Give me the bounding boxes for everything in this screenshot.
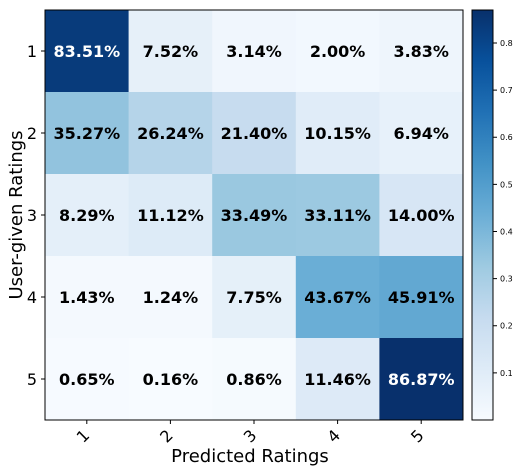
cell-value-label: 2.00% xyxy=(310,42,366,61)
heatmap-cell xyxy=(212,10,297,93)
heatmap-cell xyxy=(128,10,213,93)
cell-value-label: 10.15% xyxy=(304,124,371,143)
cell-value-label: 0.86% xyxy=(226,370,282,389)
cell-value-label: 3.83% xyxy=(393,42,449,61)
heatmap-cell xyxy=(212,174,297,257)
cell-value-label: 33.49% xyxy=(221,206,288,225)
y-tick-label: 1 xyxy=(27,42,37,61)
heatmap-cell xyxy=(45,338,130,421)
heatmap-cell xyxy=(45,92,130,175)
y-tick-label: 3 xyxy=(27,206,37,225)
cell-value-label: 1.24% xyxy=(143,288,199,307)
heatmap-cell xyxy=(379,92,464,175)
x-tick-label: 3 xyxy=(240,426,261,447)
colorbar-frame xyxy=(471,9,494,421)
heatmap-cell xyxy=(295,338,380,421)
heatmap-cell xyxy=(379,10,464,93)
cell-value-label: 26.24% xyxy=(137,124,204,143)
heatmap-cell xyxy=(295,256,380,339)
cell-value-label: 7.52% xyxy=(143,42,199,61)
heatmap-cell xyxy=(212,338,297,421)
colorbar-tick-label: 0.8 xyxy=(500,39,513,48)
x-tick-label: 5 xyxy=(407,426,428,447)
heatmap-cell xyxy=(379,338,464,421)
heatmap-cell xyxy=(295,174,380,257)
cell-value-label: 3.14% xyxy=(226,42,282,61)
cell-value-label: 83.51% xyxy=(53,42,120,61)
colorbar-tick-label: 0.6 xyxy=(500,133,513,142)
heatmap-cell xyxy=(379,256,464,339)
y-tick-label: 5 xyxy=(27,370,37,389)
heatmap-cells: 83.51% 7.52% 3.14% 2.00% 3.83% 35.27% 26.24% 21… xyxy=(45,10,464,421)
cell-value-label: 11.46% xyxy=(304,370,371,389)
cell-value-label: 33.11% xyxy=(304,206,371,225)
cell-value-label: 0.16% xyxy=(143,370,199,389)
colorbar-tick-label: 0.5 xyxy=(500,180,513,189)
x-tick-label: 1 xyxy=(73,426,94,447)
x-tick-label: 2 xyxy=(156,426,177,447)
cell-value-label: 0.65% xyxy=(59,370,115,389)
colorbar-gradient xyxy=(472,10,493,420)
colorbar-tick-label: 0.7 xyxy=(500,86,513,95)
x-tick-label: 4 xyxy=(323,426,344,447)
cell-value-label: 45.91% xyxy=(388,288,455,307)
colorbar-tick-label: 0.1 xyxy=(500,369,513,378)
heatmap-cell xyxy=(212,92,297,175)
cell-value-label: 21.40% xyxy=(221,124,288,143)
cell-value-label: 1.43% xyxy=(59,288,115,307)
y-axis-label: User-given Ratings xyxy=(6,130,27,299)
colorbar-tick-label: 0.2 xyxy=(500,322,513,331)
heatmap-cell xyxy=(128,338,213,421)
cell-value-label: 11.12% xyxy=(137,206,204,225)
heatmap-cell xyxy=(128,256,213,339)
colorbar-tick-label: 0.4 xyxy=(500,227,513,236)
colorbar-ticks: 0.1 0.2 0.3 0.4 0.5 0.6 0.7 0.8 xyxy=(493,39,513,378)
heatmap-cell xyxy=(295,10,380,93)
heatmap-cell xyxy=(128,92,213,175)
cell-value-label: 6.94% xyxy=(393,124,449,143)
cell-value-label: 14.00% xyxy=(388,206,455,225)
heatmap-cell xyxy=(45,10,130,93)
heatmap-cell xyxy=(45,256,130,339)
heatmap-cell xyxy=(45,174,130,257)
cell-value-label: 86.87% xyxy=(388,370,455,389)
y-axis: 1 2 3 4 5 xyxy=(27,42,45,389)
y-tick-label: 2 xyxy=(27,124,37,143)
heatmap-cell xyxy=(379,174,464,257)
y-tick-label: 4 xyxy=(27,288,37,307)
heatmap-cell xyxy=(212,256,297,339)
cell-value-label: 43.67% xyxy=(304,288,371,307)
cell-value-label: 8.29% xyxy=(59,206,115,225)
x-axis: 1 2 3 4 5 xyxy=(73,420,428,446)
x-axis-label: Predicted Ratings xyxy=(171,446,329,467)
heatmap-cell xyxy=(128,174,213,257)
cell-value-label: 7.75% xyxy=(226,288,282,307)
cell-value-label: 35.27% xyxy=(53,124,120,143)
heatmap-cell xyxy=(295,92,380,175)
colorbar-tick-label: 0.3 xyxy=(500,275,513,284)
colorbar: 0.1 0.2 0.3 0.4 0.5 0.6 0.7 0.8 xyxy=(471,9,513,421)
